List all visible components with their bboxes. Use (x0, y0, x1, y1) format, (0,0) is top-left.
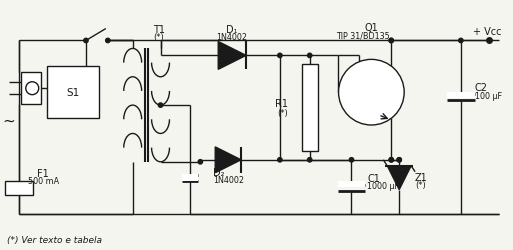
Bar (338, 182, 365, 187)
Circle shape (339, 60, 404, 126)
Text: D₂: D₂ (213, 167, 225, 177)
Text: D₁: D₁ (226, 24, 238, 34)
Bar (302, 65, 318, 151)
Circle shape (278, 54, 282, 58)
Polygon shape (215, 147, 241, 173)
Circle shape (84, 39, 88, 44)
Circle shape (397, 158, 401, 162)
Bar (183, 174, 199, 182)
Bar (47, 67, 99, 118)
Text: (*): (*) (277, 109, 288, 118)
Circle shape (307, 158, 312, 162)
Text: 500 mA: 500 mA (28, 176, 59, 186)
Circle shape (397, 158, 401, 162)
Text: 1N4002: 1N4002 (216, 33, 248, 42)
Circle shape (389, 158, 393, 162)
Text: (*) Ver texto e tabela: (*) Ver texto e tabela (7, 235, 103, 244)
Circle shape (349, 158, 353, 162)
Text: (*): (*) (415, 180, 426, 190)
Bar (447, 93, 475, 99)
Text: 1N4002: 1N4002 (213, 176, 244, 184)
Circle shape (106, 39, 110, 44)
Text: + Vcc: + Vcc (473, 26, 502, 36)
Text: F1: F1 (37, 168, 49, 178)
Text: Z1: Z1 (415, 172, 428, 182)
Circle shape (389, 158, 393, 162)
Circle shape (26, 82, 38, 95)
Bar (6, 181, 33, 195)
Polygon shape (218, 42, 246, 70)
Circle shape (159, 104, 163, 108)
Text: ~: ~ (2, 113, 15, 128)
Circle shape (389, 39, 393, 44)
Text: (*): (*) (153, 33, 164, 42)
Polygon shape (387, 166, 411, 190)
Text: T1: T1 (152, 24, 165, 34)
Circle shape (278, 158, 282, 162)
Text: C2: C2 (475, 83, 488, 93)
Text: C1: C1 (367, 173, 380, 183)
Text: S1: S1 (66, 88, 80, 98)
Text: R1: R1 (275, 98, 288, 108)
Bar (22, 73, 41, 105)
Text: Q1: Q1 (364, 22, 378, 32)
Circle shape (198, 160, 203, 164)
Circle shape (459, 39, 463, 44)
Text: TIP 31/BD135: TIP 31/BD135 (337, 31, 390, 40)
Text: 100 μF: 100 μF (475, 91, 502, 100)
Text: 1000 μF: 1000 μF (367, 182, 400, 190)
Circle shape (389, 39, 393, 44)
Circle shape (307, 54, 312, 58)
